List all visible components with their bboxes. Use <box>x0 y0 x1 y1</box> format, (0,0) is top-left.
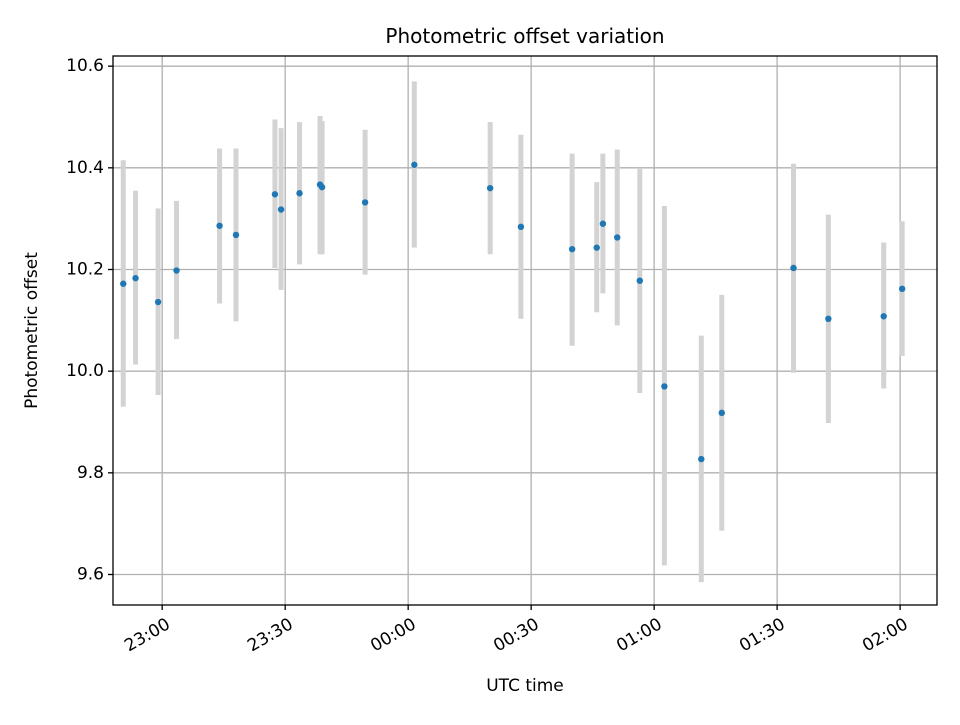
data-point <box>486 184 494 192</box>
data-point <box>517 223 525 230</box>
y-tick-label: 10.4 <box>66 158 104 178</box>
x-tick-label: 02:00 <box>859 614 911 656</box>
data-point <box>296 190 303 197</box>
data-point <box>825 315 832 323</box>
x-tick-label: 00:00 <box>367 614 419 656</box>
y-tick-label: 10.6 <box>66 56 104 76</box>
data-point <box>661 383 668 390</box>
plot-frame <box>112 55 938 606</box>
data-point <box>154 298 162 306</box>
y-axis-label: Photometric offset <box>22 252 42 409</box>
data-point <box>599 220 607 227</box>
data-point <box>698 455 705 463</box>
y-tick-label: 9.8 <box>77 463 104 483</box>
data-point <box>593 244 600 251</box>
data-point <box>880 313 887 320</box>
data-point <box>361 199 369 206</box>
grid-lines <box>113 56 937 605</box>
data-point <box>232 231 240 239</box>
x-tick-label: 01:00 <box>613 614 665 656</box>
x-tick-label: 00:30 <box>490 614 542 656</box>
chart-title: Photometric offset variation <box>385 24 664 48</box>
data-point <box>898 285 906 293</box>
data-point <box>132 274 139 282</box>
x-axis-label: UTC time <box>486 676 564 696</box>
data-points <box>120 161 906 463</box>
data-point <box>790 264 797 272</box>
x-tick-label: 23:30 <box>244 614 296 656</box>
data-point <box>271 191 279 198</box>
x-tick-label: 23:00 <box>121 614 173 656</box>
y-tick-label: 10.2 <box>66 260 104 280</box>
data-point <box>318 183 326 191</box>
data-point <box>411 161 418 168</box>
y-tick-label: 10.0 <box>66 361 104 381</box>
data-point <box>614 234 621 241</box>
data-point <box>216 222 223 229</box>
data-point <box>173 267 180 274</box>
data-point <box>277 206 285 213</box>
error-bars <box>120 81 905 583</box>
data-point <box>718 409 725 417</box>
data-point <box>568 245 576 253</box>
y-tick-label: 9.6 <box>77 565 104 585</box>
data-point <box>636 277 643 284</box>
data-point <box>120 280 127 287</box>
x-tick-label: 01:30 <box>736 614 788 656</box>
